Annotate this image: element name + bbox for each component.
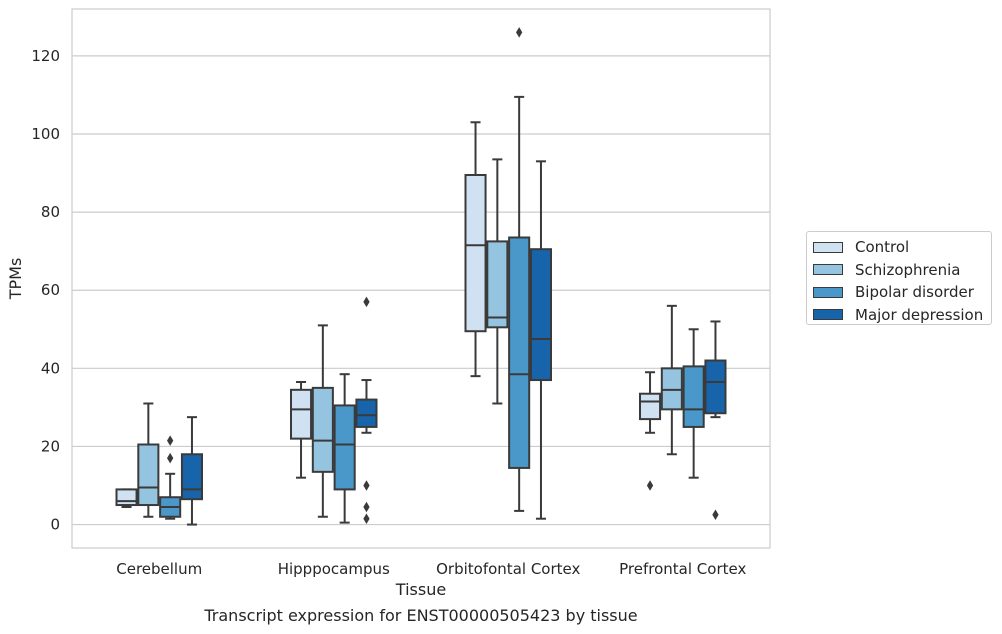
- legend-swatch: [813, 309, 843, 321]
- box-iqr: [529, 248, 553, 382]
- legend-swatch: [813, 264, 843, 276]
- legend-label: Control: [855, 238, 910, 257]
- legend: Control Schizophrenia Bipolar disorder Majo…: [806, 231, 992, 325]
- box-1-2: [486, 158, 509, 405]
- y-tick-label: 120: [31, 47, 60, 65]
- outlier-point: [167, 435, 174, 446]
- y-tick-label: 0: [50, 516, 60, 534]
- y-tick-label: 80: [41, 203, 60, 221]
- legend-label: Schizophrenia: [855, 260, 961, 279]
- box-iqr: [137, 443, 160, 507]
- y-axis-title: TPMs: [6, 258, 25, 301]
- box-iqr: [682, 365, 705, 428]
- legend-item: Control: [807, 236, 991, 259]
- y-tick-label: 100: [31, 125, 60, 143]
- box-iqr: [289, 388, 313, 440]
- legend-swatch: [813, 241, 843, 253]
- box-2-3: [682, 328, 705, 479]
- x-tick-label: Cerebellum: [116, 560, 202, 578]
- outlier-point: [167, 452, 174, 464]
- legend-label: Major depression: [855, 305, 984, 324]
- legend-item: Schizophrenia: [807, 259, 991, 282]
- outlier-point: [363, 501, 370, 513]
- x-axis-title: Tissue: [395, 580, 446, 599]
- box-iqr: [355, 398, 378, 428]
- box-0-3: [638, 371, 662, 491]
- box-iqr: [486, 240, 509, 329]
- box-iqr: [638, 392, 662, 421]
- legend-item: Major depression: [807, 304, 991, 327]
- box-1-0: [137, 402, 160, 518]
- box-1-1: [311, 324, 334, 518]
- box-0-1: [289, 381, 313, 479]
- outlier-point: [363, 513, 370, 524]
- y-tick-labels: 0 20 40 60 80 100 120: [31, 47, 60, 534]
- legend-swatch: [813, 286, 843, 298]
- box-iqr: [704, 359, 727, 415]
- outlier-point: [646, 480, 654, 491]
- chart-caption: Transcript expression for ENST0000050542…: [204, 606, 638, 625]
- box-0-0: [115, 488, 138, 508]
- y-tick-label: 60: [41, 281, 60, 299]
- boxes: [115, 27, 727, 526]
- y-tick-label: 20: [41, 437, 60, 455]
- box-iqr: [333, 404, 356, 491]
- x-tick-label: Hipppocampus: [278, 560, 390, 578]
- box-3-2: [529, 160, 553, 520]
- box-iqr: [508, 236, 531, 469]
- legend-label: Bipolar disorder: [855, 283, 974, 302]
- box-1-3: [660, 304, 683, 456]
- grid-lines: [72, 55, 770, 526]
- box-iqr: [311, 386, 334, 473]
- legend-item: Bipolar disorder: [807, 281, 991, 304]
- outlier-point: [363, 480, 370, 491]
- box-3-0: [180, 416, 204, 526]
- x-tick-label: Orbitofontal Cortex: [436, 560, 580, 578]
- outlier-point: [516, 27, 523, 38]
- box-iqr: [464, 173, 487, 333]
- box-2-1: [333, 373, 356, 524]
- box-2-0: [159, 435, 182, 520]
- box-2-2: [508, 27, 531, 512]
- x-tick-labels: Cerebellum Hipppocampus Orbitofontal Corte…: [116, 560, 746, 578]
- plot-area-frame: [71, 8, 771, 549]
- x-tick-label: Prefrontal Cortex: [619, 560, 746, 578]
- y-tick-label: 40: [41, 359, 60, 377]
- box-3-1: [355, 296, 378, 524]
- box-3-3: [704, 320, 727, 521]
- box-iqr: [115, 488, 138, 507]
- box-iqr: [180, 453, 204, 501]
- outlier-point: [712, 509, 719, 521]
- box-0-2: [464, 121, 487, 378]
- outlier-point: [363, 296, 370, 308]
